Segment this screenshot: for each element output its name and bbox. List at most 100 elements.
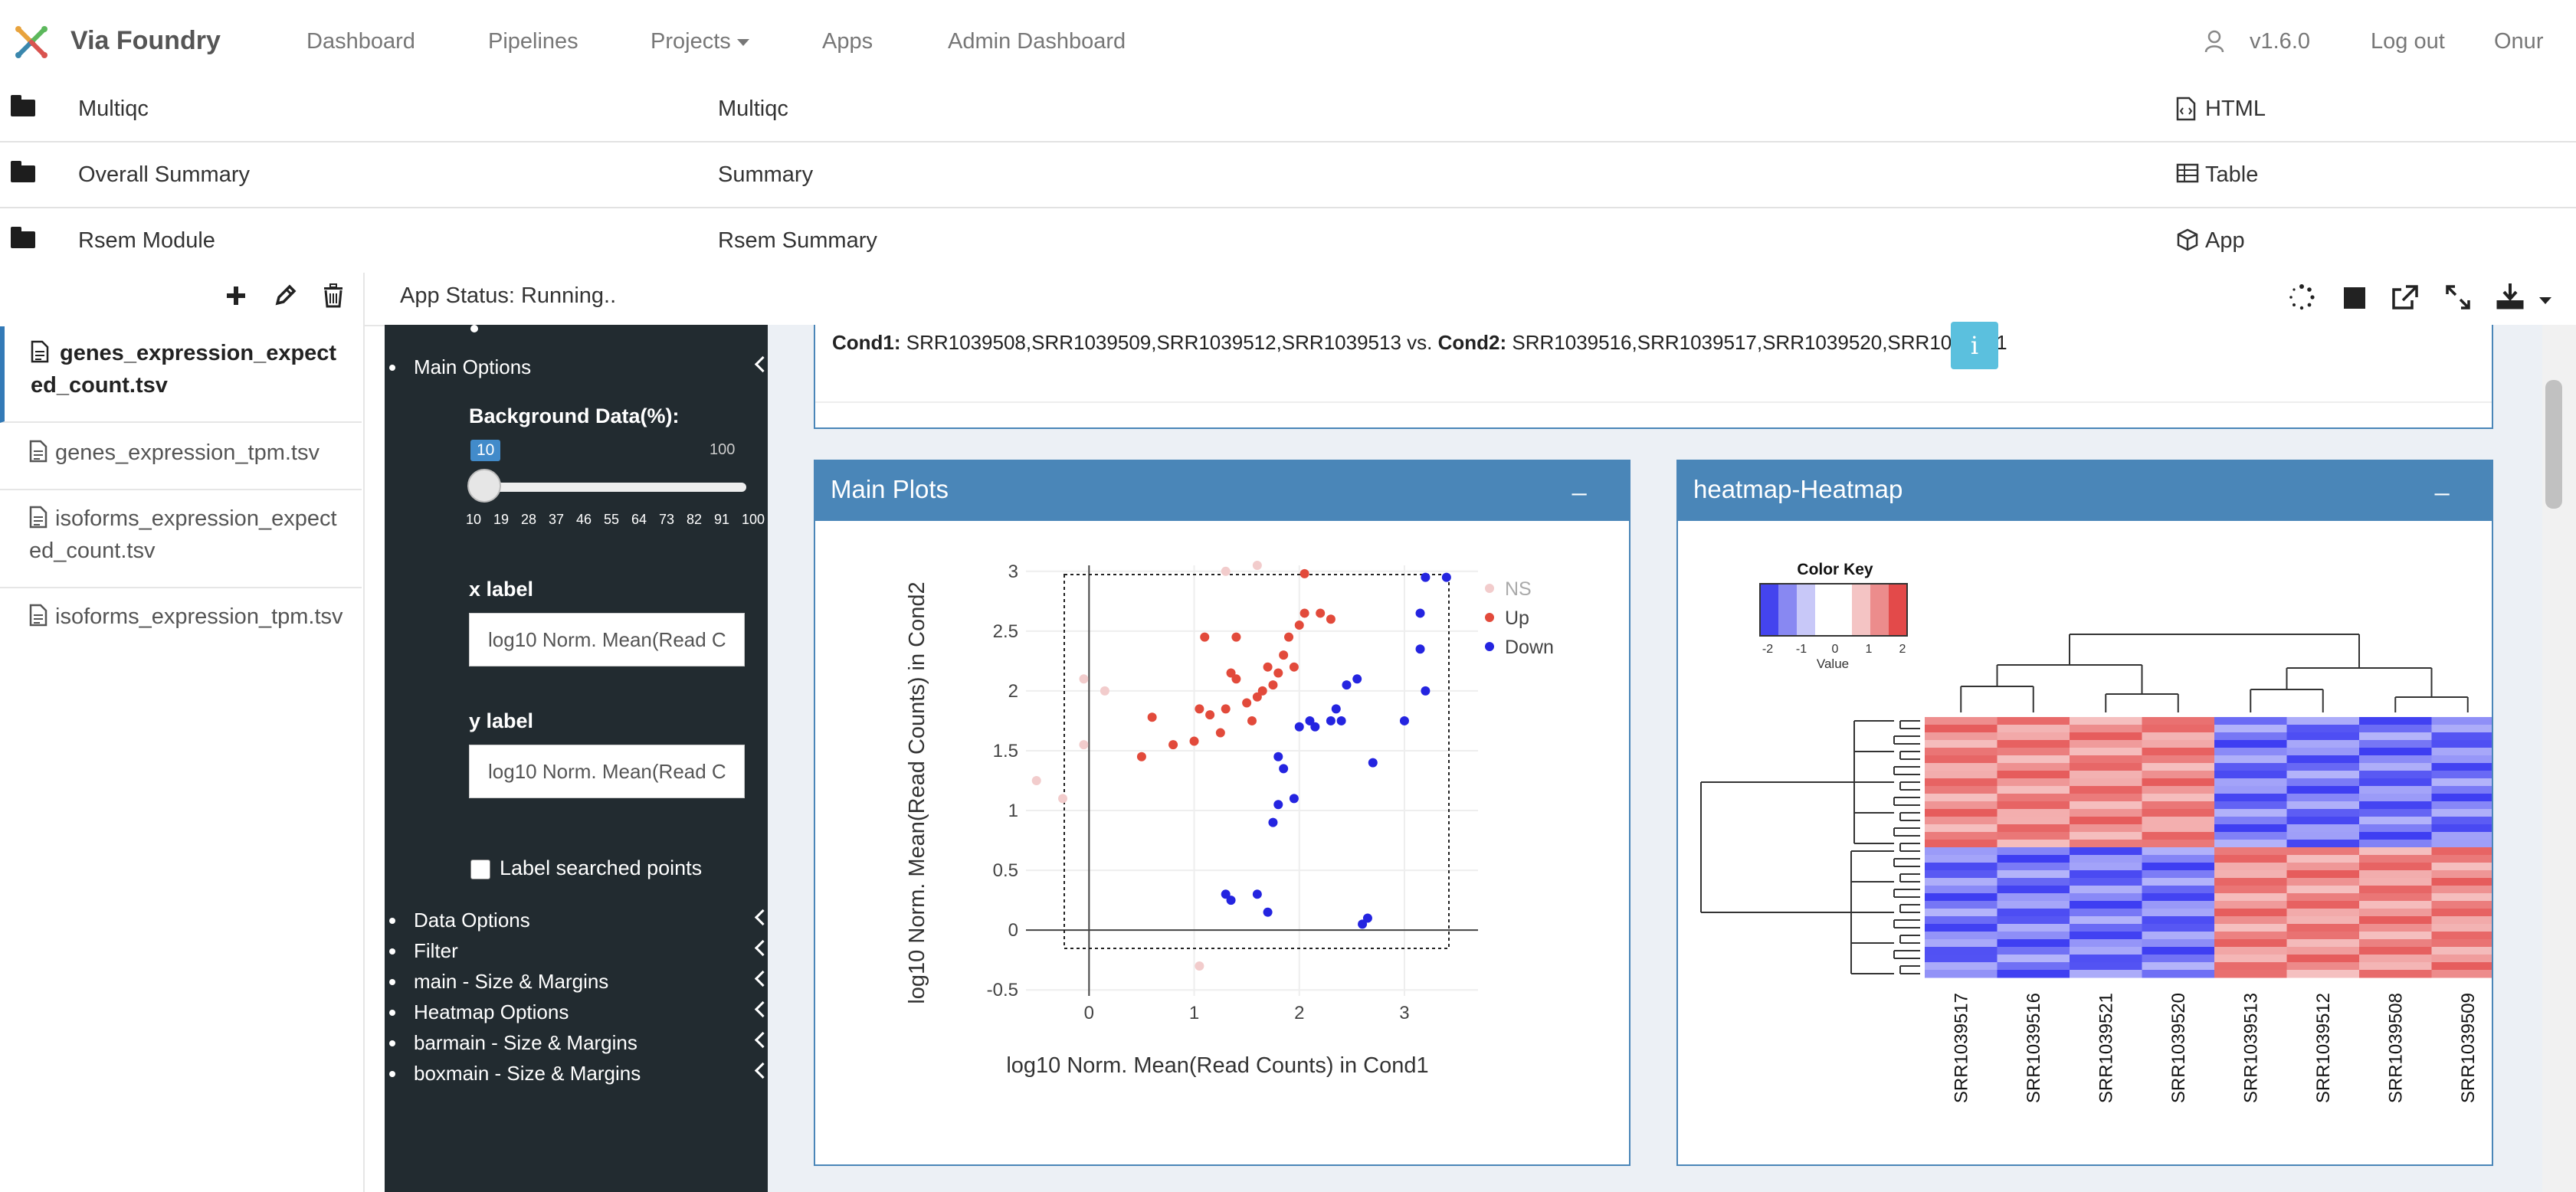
slider-ticks: 10 19 28 37 46 55 64 73 82 91 100: [466, 512, 765, 530]
data-point-up: [1273, 668, 1283, 678]
stop-icon[interactable]: [2343, 287, 2366, 309]
slider-handle[interactable]: [467, 469, 501, 503]
brand-name[interactable]: Via Foundry: [70, 26, 221, 55]
file-item[interactable]: genes_expression_tpm.tsv: [0, 423, 362, 490]
nav-admin-dashboard[interactable]: Admin Dashboard: [948, 29, 1126, 54]
edit-pencil-icon[interactable]: [273, 283, 297, 308]
heatmap-cell: [1925, 893, 1998, 902]
spinner-icon[interactable]: [2288, 283, 2315, 311]
heatmap-cell: [1997, 717, 2070, 725]
heatmap-cell: [1925, 817, 1998, 825]
heatmap-cell: [2070, 763, 2142, 771]
file-item[interactable]: isoforms_expression_expected_count.tsv: [0, 489, 362, 588]
report-row-multiqc[interactable]: Multiqc Multiqc HTML: [0, 77, 2576, 142]
heatmap-cell: [2286, 847, 2360, 856]
heatmap-cell: [1997, 748, 2070, 756]
heatmap-cell: [2070, 840, 2142, 848]
heatmap-cell: [2214, 924, 2287, 932]
heatmap-cell: [2142, 847, 2215, 856]
x-label-input[interactable]: [469, 613, 745, 666]
minimize-button[interactable]: _: [1572, 467, 1587, 496]
heatmap-cell: [2286, 824, 2360, 833]
legend-label-down: Down: [1505, 637, 1554, 658]
heatmap-cell: [2286, 932, 2360, 940]
heatmap-cell: [2070, 962, 2142, 971]
heatmap-cell: [2286, 778, 2360, 787]
heatmap-cell: [2142, 916, 2215, 925]
data-point-down: [1289, 794, 1299, 804]
color-key-swatch: [1852, 584, 1870, 636]
heatmap-cell: [1925, 863, 1998, 871]
section-filter[interactable]: Filter: [389, 939, 458, 962]
data-point-ns: [1031, 776, 1041, 785]
color-key-title: Color Key: [1797, 561, 1873, 578]
scrollbar-thumb[interactable]: [2545, 380, 2562, 509]
heatmap-cell: [2142, 778, 2215, 787]
heatmap-cell: [1925, 924, 1998, 932]
heatmap-cell: [2214, 732, 2287, 741]
download-caret-icon[interactable]: [2539, 297, 2551, 304]
heatmap-cell: [2142, 840, 2215, 848]
trash-icon[interactable]: [322, 283, 345, 308]
add-icon[interactable]: [224, 283, 248, 308]
x-tick-label: 0: [1084, 1003, 1094, 1023]
nav-pipelines[interactable]: Pipelines: [488, 29, 578, 54]
nav-projects-label: Projects: [651, 29, 731, 54]
heatmap-cell: [1925, 794, 1998, 802]
report-description: Rsem Summary: [718, 228, 877, 253]
user-icon[interactable]: [2204, 29, 2224, 54]
nav-dashboard[interactable]: Dashboard: [306, 29, 415, 54]
heatmap-cell: [2359, 947, 2432, 955]
section-main-options[interactable]: Main Options: [388, 355, 532, 378]
heatmap-cell: [2142, 886, 2215, 894]
heatmap-cell: [2214, 932, 2287, 940]
file-item[interactable]: genes_expression_expected_count.tsv: [0, 326, 362, 423]
y-label-input[interactable]: [469, 745, 745, 798]
data-point-down: [1399, 716, 1409, 725]
heatmap-cell: [2214, 740, 2287, 748]
section-barmain-size-margins[interactable]: barmain - Size & Margins: [389, 1031, 637, 1054]
minimize-button[interactable]: _: [2435, 467, 2450, 496]
heatmap-cell: [2070, 916, 2142, 925]
external-link-icon[interactable]: [2391, 283, 2420, 311]
scatter-plot[interactable]: 0 1 2 3 -0.5 0 0.5 1 1.5 2 2.5 3 NS Up Down log10 Nor…: [815, 521, 1629, 1164]
heatmap-cell: [2359, 840, 2432, 848]
heatmap-cell: [2431, 916, 2492, 925]
section-heatmap-options[interactable]: Heatmap Options: [388, 1000, 569, 1023]
heatmap-cell: [2214, 832, 2287, 840]
nav-projects[interactable]: Projects: [651, 29, 749, 54]
heatmap-cell: [2431, 939, 2492, 948]
user-name[interactable]: Onur: [2494, 29, 2544, 54]
section-boxmain-size-margins[interactable]: boxmain - Size & Margins: [388, 1062, 641, 1085]
plot-grid: [1026, 565, 1478, 996]
heatmap-cell: [2431, 924, 2492, 932]
logout-link[interactable]: Log out: [2371, 29, 2445, 54]
download-icon[interactable]: [2496, 282, 2524, 311]
report-row-overall-summary[interactable]: Overall Summary Summary Table: [0, 142, 2576, 208]
heatmap-cell: [2070, 725, 2142, 733]
data-point-down: [1305, 716, 1315, 725]
heatmap-cell: [2214, 755, 2287, 764]
heatmap-cell: [2142, 962, 2215, 971]
slider-value-badge: 10: [470, 440, 501, 461]
plot-points: [1031, 561, 1451, 971]
file-item[interactable]: isoforms_expression_tpm.tsv: [0, 587, 362, 683]
heatmap-cell: [2359, 855, 2432, 863]
info-button[interactable]: i: [1951, 322, 1998, 369]
selection-box[interactable]: [1064, 574, 1450, 949]
report-row-rsem-module[interactable]: Rsem Module Rsem Summary App: [0, 208, 2576, 274]
data-point-up: [1221, 704, 1231, 714]
heatmap-cell: [2070, 732, 2142, 741]
slider-track[interactable]: [470, 483, 746, 492]
heatmap-cell: [2359, 740, 2432, 748]
heatmap-cell: [1997, 732, 2070, 741]
nav-apps[interactable]: Apps: [822, 29, 873, 54]
section-main-size-margins[interactable]: main - Size & Margins: [388, 970, 609, 993]
data-point-down: [1273, 800, 1283, 810]
heatmap-cell: [2431, 970, 2492, 978]
section-data-options[interactable]: Data Options: [389, 909, 530, 932]
report-name: Multiqc: [78, 97, 149, 121]
label-searched-checkbox[interactable]: [470, 860, 490, 879]
heatmap-plot[interactable]: Color Key -2 -1 0 1 2 Value SRR1039517 SRR103…: [1678, 536, 2492, 1149]
expand-icon[interactable]: [2444, 283, 2472, 311]
